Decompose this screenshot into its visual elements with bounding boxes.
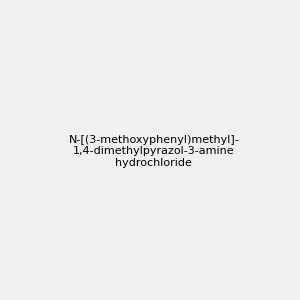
Text: N-[(3-methoxyphenyl)methyl]-
1,4-dimethylpyrazol-3-amine
hydrochloride: N-[(3-methoxyphenyl)methyl]- 1,4-dimethy… [68,135,239,168]
